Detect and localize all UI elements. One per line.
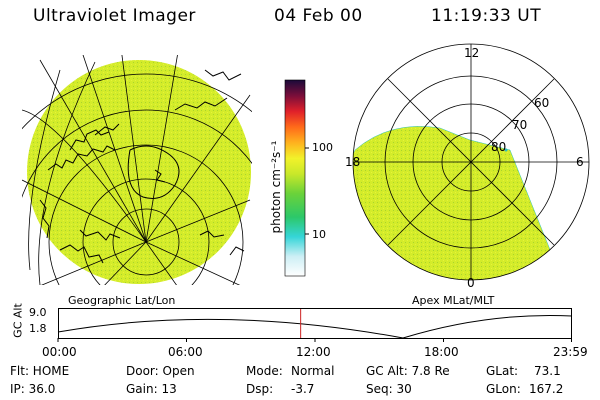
mlt-label-18: 18: [345, 155, 361, 169]
status-dsp-label: Dsp:: [246, 382, 274, 396]
mlat-label-70: 70: [512, 118, 528, 132]
status-glat-label: GLat:: [486, 364, 519, 378]
color-scale-bar: [284, 79, 309, 277]
polar-image-region: [353, 126, 556, 280]
orbit-altitude-plot: [57, 308, 573, 342]
date-label: 04 Feb 00: [274, 6, 363, 26]
mlt-label-0: 0: [467, 276, 475, 290]
orbit-xtick-1800: 18:00: [424, 345, 459, 359]
orbit-axis-label: GC Alt: [11, 303, 25, 338]
mlt-label-12: 12: [464, 46, 480, 60]
colorbar-tick-100: 100: [312, 141, 333, 154]
status-door: Door: Open: [126, 364, 195, 378]
colorbar-tick-10: 10: [312, 228, 326, 241]
orbit-ytick-9: 9.0: [29, 306, 47, 319]
status-ip: IP: 36.0: [10, 382, 56, 396]
status-mode-label: Mode:: [246, 364, 283, 378]
status-glon-label: GLon:: [486, 382, 521, 396]
orbit-xtick-0000: 00:00: [42, 345, 77, 359]
status-seq: Seq: 30: [366, 382, 412, 396]
geo-panel-label: Geographic Lat/Lon: [68, 294, 176, 307]
status-flt: Flt: HOME: [10, 364, 70, 378]
status-dsp-value: -3.7: [291, 382, 315, 396]
orbit-xtick-0600: 06:00: [168, 345, 203, 359]
orbit-xtick-2359: 23:59: [553, 345, 588, 359]
orbit-ytick-1-8: 1.8: [29, 322, 47, 335]
instrument-title: Ultraviolet Imager: [33, 6, 196, 26]
mlt-label-6: 6: [576, 155, 584, 169]
status-gain: Gain: 13: [126, 382, 177, 396]
status-glat-value: 73.1: [534, 364, 561, 378]
status-glon-value: 167.2: [529, 382, 564, 396]
status-gc-alt: GC Alt: 7.8 Re: [366, 364, 450, 378]
status-mode-value: Normal: [291, 364, 335, 378]
globe-image-disc: [27, 60, 251, 284]
mlat-label-80: 80: [491, 140, 507, 154]
orbit-xtick-1200: 12:00: [296, 345, 331, 359]
polar-panel-label: Apex MLat/MLT: [412, 294, 495, 307]
time-label: 11:19:33 UT: [431, 6, 542, 26]
orbit-altitude-curve: [57, 314, 573, 339]
mlat-label-60: 60: [534, 96, 550, 110]
